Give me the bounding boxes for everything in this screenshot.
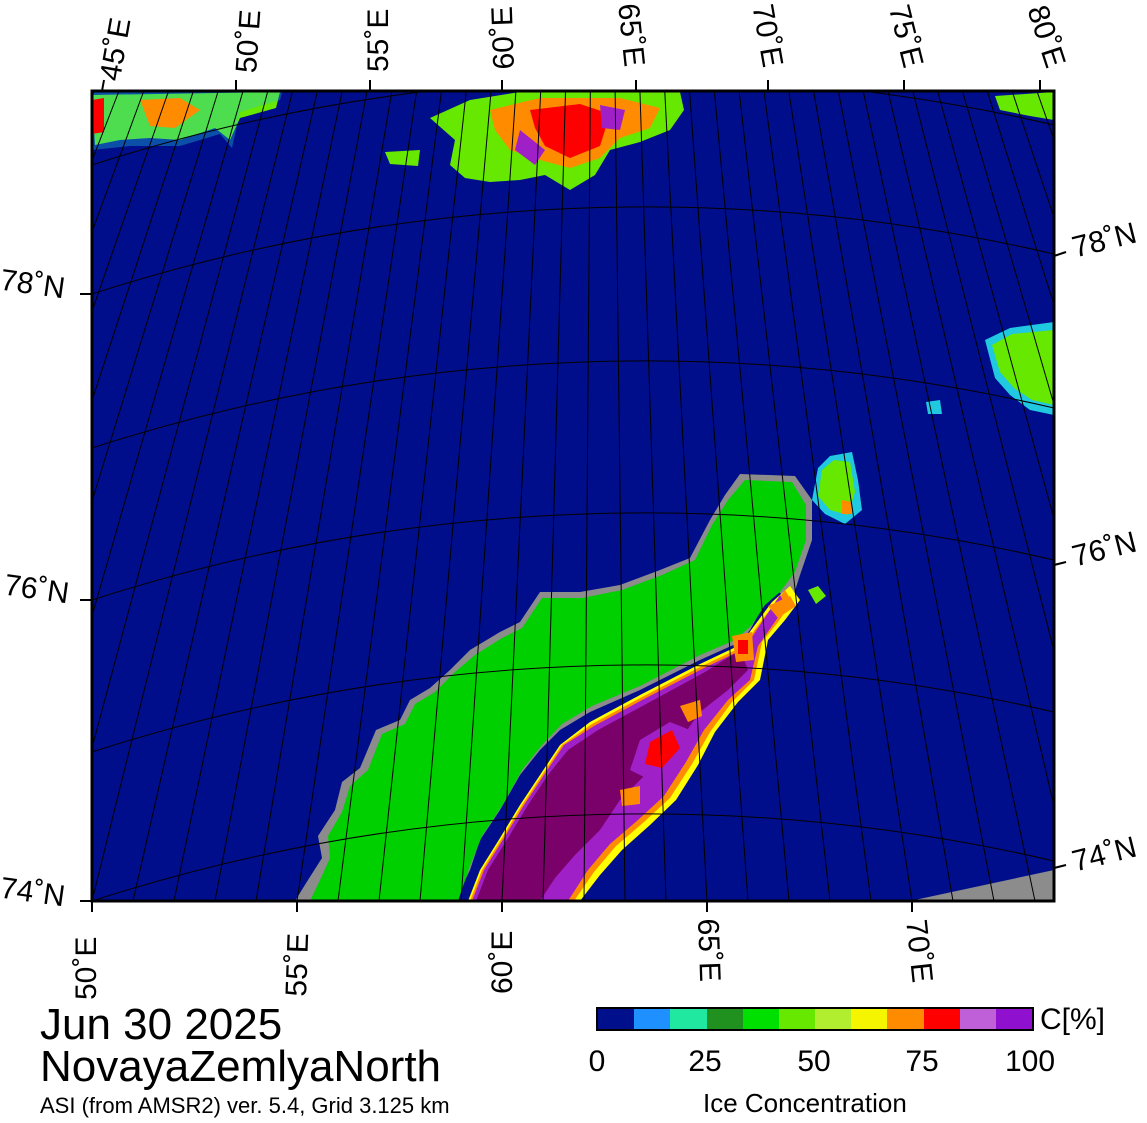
top-lon-label: 50˚E: [230, 8, 268, 75]
colorbar-swatch: [742, 1009, 779, 1029]
colorbar-swatch: [706, 1009, 743, 1029]
colorbar-tick: 0: [588, 1045, 606, 1078]
colorbar-title: Ice Concentration: [703, 1088, 907, 1118]
top-lon-label: 60˚E: [485, 5, 521, 71]
colorbar-tick: 50: [797, 1045, 831, 1078]
colorbar-swatch: [634, 1009, 671, 1029]
colorbar-swatch: [887, 1009, 924, 1029]
map-date: Jun 30 2025: [40, 1000, 283, 1049]
colorbar-swatch: [670, 1009, 707, 1029]
colorbar-swatch: [598, 1009, 635, 1029]
bottom-lon-label: 60˚E: [486, 930, 519, 994]
top-lon-label: 65˚E: [611, 1, 651, 69]
bottom-lon-label: 65˚E: [691, 917, 727, 983]
novaya-zemlya-land: [310, 480, 806, 901]
bottom-lon-label: 70˚E: [899, 917, 939, 985]
bottom-lon-label: 55˚E: [280, 932, 316, 998]
data-source: ASI (from AMSR2) ver. 5.4, Grid 3.125 km: [40, 1093, 450, 1118]
kara-sea-ice: [468, 586, 800, 901]
top-lon-label: 55˚E: [362, 8, 395, 72]
map-frame: [90, 89, 1056, 903]
colorbar-swatch: [923, 1009, 960, 1029]
sea-ice-map: [80, 79, 1067, 912]
colorbar-unit: C[%]: [1040, 1003, 1106, 1036]
colorbar-tick: 100: [1004, 1045, 1056, 1078]
colorbar-swatch: [959, 1009, 996, 1029]
colorbar-swatch: [995, 1009, 1033, 1029]
land-mask-southeast: [910, 870, 1054, 901]
colorbar-swatch: [815, 1009, 852, 1029]
colorbar-swatch: [851, 1009, 888, 1029]
colorbar-swatch: [778, 1009, 816, 1029]
bottom-lon-label: 50˚E: [70, 936, 103, 1000]
region-name: NovayaZemlyaNorth: [40, 1042, 442, 1091]
colorbar-tick: 75: [905, 1045, 939, 1078]
graticule: [92, 91, 1054, 901]
colorbar-tick: 25: [688, 1045, 722, 1078]
colorbar: [596, 1007, 1034, 1031]
tick-marks: [80, 79, 1067, 912]
